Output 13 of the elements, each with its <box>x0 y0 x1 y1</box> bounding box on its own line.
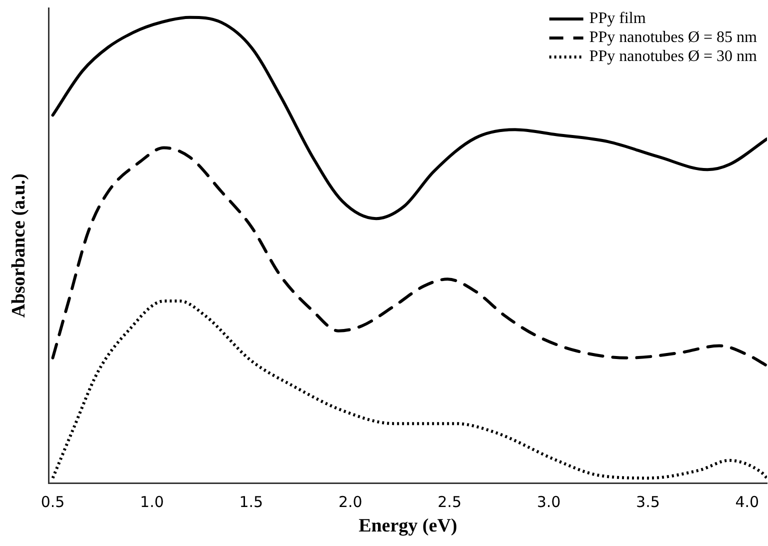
legend-label: PPy nanotubes Ø = 30 nm <box>589 48 758 66</box>
x-axis-title: Energy (eV) <box>358 516 458 537</box>
legend-label: PPy nanotubes Ø = 85 nm <box>589 29 758 46</box>
x-tick-label: 2.0 <box>338 493 362 512</box>
x-tick-label: 2.5 <box>438 493 462 512</box>
legend-label: PPy film <box>589 10 646 28</box>
x-tick-label: 4.0 <box>735 493 760 512</box>
x-tick-label: 1.0 <box>140 493 164 512</box>
x-tick-label: 3.5 <box>636 493 660 512</box>
x-tick-label: 1.5 <box>239 493 264 512</box>
x-tick-label: 3.0 <box>536 493 561 512</box>
y-axis-title: Absorbance (a.u.) <box>8 174 30 318</box>
x-tick-label: 0.5 <box>40 493 65 512</box>
